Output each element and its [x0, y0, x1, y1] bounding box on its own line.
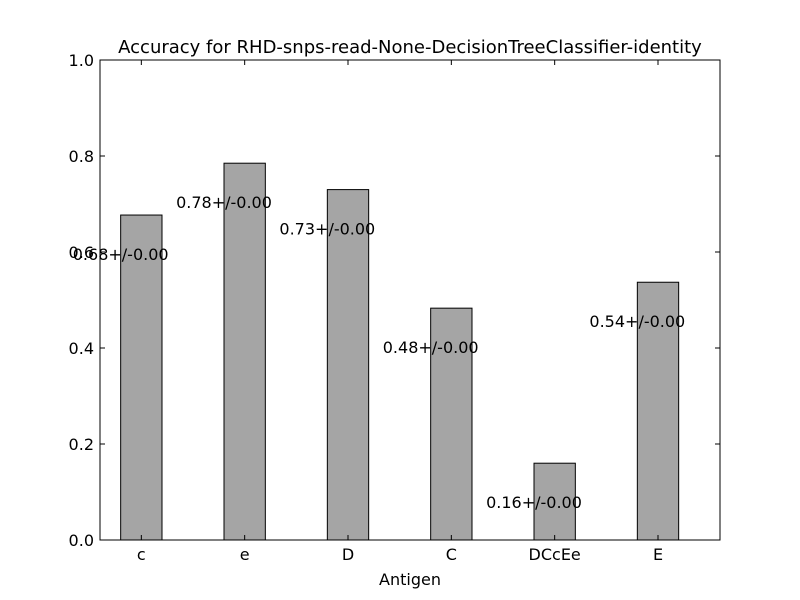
x-tick-label: E — [653, 545, 663, 564]
y-tick-label: 0.4 — [69, 339, 94, 358]
data-label: 0.68+/-0.00 — [73, 245, 169, 264]
data-label: 0.48+/-0.00 — [383, 338, 479, 357]
bar-E — [636, 281, 680, 541]
chart-title: Accuracy for RHD-snps-read-None-Decision… — [118, 37, 702, 58]
x-axis-label: Antigen — [379, 570, 441, 589]
data-label: 0.54+/-0.00 — [589, 312, 685, 331]
bar-e — [223, 162, 266, 541]
x-tick-label: e — [240, 545, 250, 564]
x-tick-label: D — [342, 545, 354, 564]
y-tick-label: 0.8 — [69, 147, 94, 166]
data-label: 0.78+/-0.00 — [176, 193, 272, 212]
y-tick-label: 0.2 — [69, 435, 94, 454]
y-tick-label: 0.6 — [69, 243, 94, 262]
y-tick-label: 1.0 — [69, 51, 94, 70]
x-tick-label: DCcEe — [529, 545, 581, 564]
bar-C — [430, 307, 473, 541]
data-label: 0.73+/-0.00 — [279, 220, 375, 239]
bars-group — [120, 162, 680, 541]
ticks-group: c e D C DCcEe E 0.0 0.2 0.4 0.6 0.8 1.0 — [69, 51, 720, 564]
x-tick-label: c — [137, 545, 146, 564]
data-labels-group: 0.68+/-0.00 0.78+/-0.00 0.73+/-0.00 0.48+/-… — [73, 193, 685, 512]
x-tick-label: C — [446, 545, 457, 564]
plot-frame — [99, 59, 721, 541]
bar-c — [120, 214, 163, 541]
y-tick-label: 0.0 — [69, 531, 94, 550]
data-label: 0.16+/-0.00 — [486, 493, 582, 512]
bar-D — [326, 189, 370, 541]
